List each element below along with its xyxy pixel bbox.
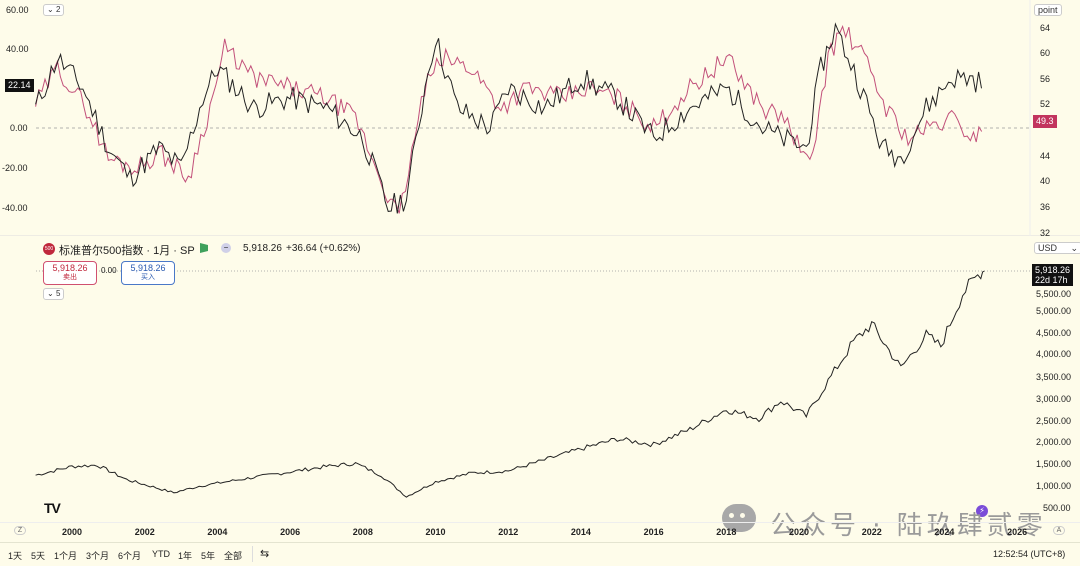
right-tick-56: 56 [1040,74,1051,84]
divider [252,546,253,562]
range-5y[interactable]: 5年 [201,551,216,561]
top-indicator-collapse-button[interactable]: ⌄ 2 [43,4,65,16]
currency-select[interactable]: USD ⌄ [1034,242,1080,254]
right-axis-unit[interactable]: point [1034,4,1062,16]
top-indicator-chart [0,0,1080,236]
left-tick-60: 60.00 [6,5,29,15]
left-tick-40: 40.00 [6,44,29,54]
range-6m[interactable]: 6个月 [118,551,142,561]
year-label: 2006 [280,527,301,537]
right-tick-36: 36 [1040,202,1051,212]
right-tick-52: 52 [1040,99,1051,109]
range-all[interactable]: 全部 [224,551,243,561]
date-range-icon[interactable]: ⇆ [260,548,270,560]
price-tick: 5,500.00 [1036,289,1072,299]
price-tick: 4,000.00 [1036,349,1072,359]
year-label: 2020 [789,527,810,537]
main-indicator-collapse-button[interactable]: ⌄ 5 [43,288,65,300]
price-tick: 4,500.00 [1036,328,1072,338]
left-tick-0: 0.00 [10,123,28,133]
year-label: 2016 [643,527,664,537]
tradingview-logo[interactable]: TV [44,500,61,516]
price-tick: 3,000.00 [1036,394,1072,404]
year-label: 2024 [934,527,955,537]
right-tick-32: 32 [1040,228,1051,238]
year-label: 2026 [1007,527,1028,537]
price-tick: 1,500.00 [1036,459,1072,469]
price-tick: 2,000.00 [1036,437,1072,447]
range-ytd[interactable]: YTD [152,549,170,559]
year-label: 2002 [134,527,155,537]
year-label: 2004 [207,527,228,537]
year-label: 2018 [716,527,737,537]
main-price-pane: 500 标准普尔500指数 · 1月 · SP − 5,918.26 +36.6… [0,237,1080,542]
status-icon: − [221,243,231,253]
buy-button[interactable]: 5,918.26 买入 [121,261,175,285]
collapse-count: 2 [55,5,61,14]
right-tick-44: 44 [1040,151,1051,161]
black-series-line [35,22,982,214]
range-1y[interactable]: 1年 [178,551,193,561]
chevron-down-icon: ⌄ [1070,243,1078,253]
price-chart [35,270,1030,498]
right-tick-40: 40 [1040,176,1051,186]
chevron-down-icon: ⌄ [47,289,54,298]
range-5d[interactable]: 5天 [31,551,46,561]
bottom-toolbar: 1天 5天 1个月 3个月 6个月 YTD 1年 5年 全部 ⇆ 12:52:5… [0,542,1080,566]
price-tick: 5,000.00 [1036,306,1072,316]
year-label: 2008 [352,527,373,537]
last-price-badge: 5,918.26 22d 17h [1032,264,1074,286]
currency-label: USD [1038,243,1058,253]
year-label: 2012 [498,527,519,537]
year-label: 2014 [570,527,591,537]
sell-label: 卖出 [63,274,77,281]
pink-series-line [35,25,983,214]
right-tick-64: 64 [1040,23,1051,33]
year-label: 2010 [425,527,446,537]
right-value-badge: 49.3 [1033,115,1057,128]
range-3m[interactable]: 3个月 [86,551,110,561]
left-tick-minus20: -20.00 [2,163,28,173]
last-price-value: 5,918.26 [1035,265,1071,275]
price-tick: 3,500.00 [1036,372,1072,382]
top-indicator-pane: 60.00 40.00 20.00 0.00 -20.00 -40.00 ⌄ 2… [0,0,1080,238]
buy-price: 5,918.26 [130,263,166,273]
flag-icon [200,243,208,253]
time-axis: Z A 2000 2002 2004 2006 2008 2010 2012 2014 2016… [0,522,1080,541]
right-tick-60: 60 [1040,48,1051,58]
clock-time[interactable]: 12:52:54 (UTC+8) [993,549,1066,559]
chevron-down-icon: ⌄ [47,5,54,14]
sell-button[interactable]: 5,918.26 卖出 [43,261,97,285]
price-tick: 500.00 [1043,503,1071,513]
price-tick: 1,000.00 [1036,481,1072,491]
bar-countdown: 22d 17h [1035,275,1068,285]
collapse-count: 5 [55,289,61,298]
current-price: 5,918.26 [243,243,282,254]
sp500-price-line [35,270,985,498]
price-tick: 2,500.00 [1036,416,1072,426]
range-1m[interactable]: 1个月 [54,551,78,561]
lightning-icon[interactable]: ⚡ [976,505,988,517]
year-label: 2000 [62,527,83,537]
auto-scale-button[interactable]: A [1053,526,1065,535]
watermark-text: 公众号 · 陆玖肆贰零 [770,511,1047,541]
left-value-badge: 22.14 [5,79,34,92]
sell-price: 5,918.26 [52,263,88,273]
timezone-marker[interactable]: Z [14,526,26,535]
year-label: 2022 [861,527,882,537]
symbol-icon: 500 [43,243,55,255]
buy-label: 买入 [141,274,155,281]
range-1d[interactable]: 1天 [8,551,23,561]
wechat-icon [722,504,756,532]
symbol-title[interactable]: 标准普尔500指数 · 1月 · SP [59,245,195,257]
price-change: +36.64 (+0.62%) [286,243,361,254]
left-tick-minus40: -40.00 [2,203,28,213]
spread: 0.00 [101,266,117,275]
